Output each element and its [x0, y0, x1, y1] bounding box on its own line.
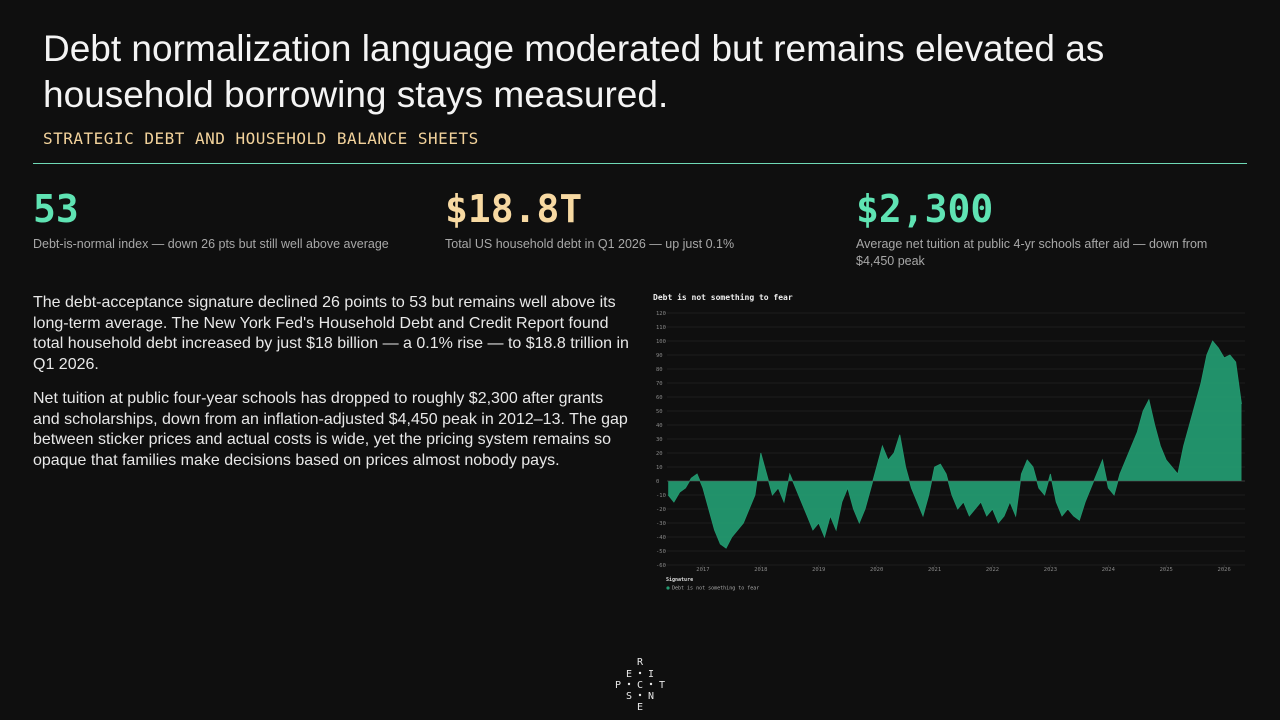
stat: $18.8T Total US household debt in Q1 202…: [445, 186, 835, 253]
y-tick-label: 70: [656, 381, 663, 387]
y-tick-label: 110: [656, 325, 666, 331]
y-tick-label: 100: [656, 339, 666, 345]
logo-letter: E: [626, 669, 632, 680]
y-tick-label: 120: [656, 311, 666, 317]
stat-caption: Average net tuition at public 4-yr schoo…: [856, 237, 1208, 268]
y-tick-label: -40: [656, 535, 666, 541]
y-tick-label: -30: [656, 521, 666, 527]
chart-title: Debt is not something to fear: [653, 292, 793, 302]
x-tick-label: 2018: [754, 567, 767, 573]
paragraph: Net tuition at public four-year schools …: [33, 390, 628, 469]
y-tick-label: 50: [656, 409, 663, 415]
stat-value: $2,300: [856, 187, 994, 231]
x-tick-label: 2023: [1044, 567, 1057, 573]
legend-label: Debt is not something to fear: [672, 586, 759, 592]
logo-letter: S: [626, 691, 632, 702]
x-tick-label: 2020: [870, 567, 883, 573]
stat-caption: Total US household debt in Q1 2026 — up …: [445, 237, 735, 251]
slide-title: Debt normalization language moderated bu…: [43, 28, 1105, 115]
stat-caption: Debt-is-normal index — down 26 pts but s…: [33, 237, 389, 251]
y-tick-label: -50: [656, 549, 666, 555]
body-text: The debt-acceptance signature declined 2…: [33, 293, 633, 485]
logo-letter: E: [637, 702, 643, 713]
x-tick-label: 2026: [1218, 567, 1231, 573]
y-tick-label: 60: [656, 395, 663, 401]
stat: 53 Debt-is-normal index — down 26 pts bu…: [33, 186, 423, 253]
y-tick-label: 80: [656, 367, 663, 373]
y-tick-label: 40: [656, 423, 663, 429]
y-tick-label: 0: [656, 479, 659, 485]
logo-letter: I: [648, 669, 654, 680]
y-tick-label: -10: [656, 493, 666, 499]
logo-letter: R: [637, 657, 644, 668]
y-tick-label: 90: [656, 353, 663, 359]
area-fill: [668, 341, 1242, 549]
area-line: [667, 340, 1242, 549]
y-tick-label: -20: [656, 507, 666, 513]
y-tick-label: 10: [656, 465, 663, 471]
legend-swatch: [666, 586, 670, 590]
divider: [33, 163, 1247, 164]
y-tick-label: 20: [656, 451, 663, 457]
x-tick-label: 2022: [986, 567, 999, 573]
paragraph: The debt-acceptance signature declined 2…: [33, 294, 629, 373]
stat-value: 53: [33, 187, 79, 231]
logo-letter: T: [659, 680, 665, 691]
stat-value: $18.8T: [445, 187, 583, 231]
legend-title: Signature: [666, 577, 693, 583]
slide-subtitle: STRATEGIC DEBT AND HOUSEHOLD BALANCE SHE…: [43, 129, 479, 148]
logo-letter: P: [615, 680, 621, 691]
logo-dots: [627, 671, 653, 697]
y-tick-label: 30: [656, 437, 663, 443]
x-tick-label: 2025: [1160, 567, 1173, 573]
stat: $2,300 Average net tuition at public 4-y…: [856, 186, 1246, 270]
x-tick-label: 2019: [812, 567, 825, 573]
logo-letter: N: [648, 691, 654, 702]
y-tick-label: -60: [656, 563, 666, 569]
x-tick-label: 2024: [1102, 567, 1116, 573]
x-tick-label: 2017: [696, 567, 709, 573]
logo-letter: C: [637, 680, 643, 691]
x-tick-label: 2021: [928, 567, 941, 573]
